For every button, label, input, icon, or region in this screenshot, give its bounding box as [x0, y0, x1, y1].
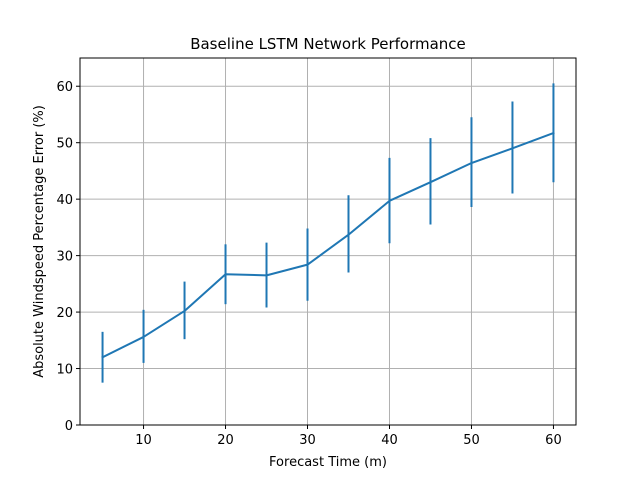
y-tick-label: 40 [56, 193, 73, 208]
x-tick-label: 40 [381, 433, 398, 448]
y-tick-label: 20 [56, 306, 73, 321]
series-line [101, 131, 555, 359]
axes-frame [79, 57, 577, 426]
chart-title: Baseline LSTM Network Performance [190, 35, 466, 53]
y-tick-label: 30 [56, 250, 73, 265]
x-tick-label: 20 [217, 433, 234, 448]
x-axis-label: Forecast Time (m) [269, 455, 387, 470]
x-tick-label: 60 [545, 433, 562, 448]
x-tick-label: 10 [135, 433, 152, 448]
y-tick-label: 10 [56, 363, 73, 378]
y-tick-label: 0 [65, 419, 73, 434]
x-tick-label: 30 [299, 433, 316, 448]
y-tick-label: 60 [56, 80, 73, 95]
series-line-group [101, 131, 555, 359]
ticks: 10 20 30 40 50 60 0 10 20 30 40 50 60 [56, 80, 561, 448]
x-tick-label: 50 [463, 433, 480, 448]
y-tick-label: 50 [56, 137, 73, 152]
y-axis-label: Absolute Windspeed Percentage Error (%) [32, 105, 47, 378]
